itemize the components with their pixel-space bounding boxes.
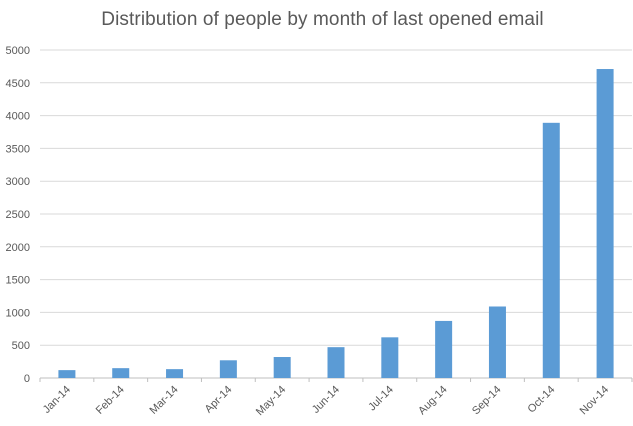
x-tick-label: Aug-14 xyxy=(416,384,450,418)
x-tick-label: Feb-14 xyxy=(94,384,127,417)
bar-jun-14 xyxy=(327,347,345,378)
y-tick-label: 2000 xyxy=(6,242,30,254)
bar-may-14 xyxy=(273,357,291,378)
bar-oct-14 xyxy=(542,122,560,378)
bar-sep-14 xyxy=(488,306,506,378)
x-tick-label: Jul-14 xyxy=(366,384,396,414)
y-tick-label: 500 xyxy=(12,340,30,352)
x-tick-label: Oct-14 xyxy=(526,384,558,416)
x-tick-label: Jun-14 xyxy=(310,384,342,416)
y-tick-label: 2500 xyxy=(6,209,30,221)
x-tick-label: Mar-14 xyxy=(148,384,181,417)
y-tick-label: 1500 xyxy=(6,275,30,287)
bar-apr-14 xyxy=(219,360,237,378)
y-tick-label: 5000 xyxy=(6,45,30,57)
bar-nov-14 xyxy=(596,69,614,379)
bar-jul-14 xyxy=(381,337,399,378)
y-tick-label: 1000 xyxy=(6,307,30,319)
axes xyxy=(39,377,633,382)
y-tick-label: 3000 xyxy=(6,176,30,188)
bar-jan-14 xyxy=(58,370,76,378)
bar-mar-14 xyxy=(166,369,184,378)
x-tick-label: Nov-14 xyxy=(578,384,612,418)
x-tick-label: Sep-14 xyxy=(470,384,504,418)
chart-title: Distribution of people by month of last … xyxy=(101,9,544,30)
y-tick-label: 3500 xyxy=(6,143,30,155)
x-tick-label: May-14 xyxy=(254,384,288,418)
x-tick-label: Jan-14 xyxy=(41,384,73,416)
gridlines xyxy=(40,49,632,346)
bar-aug-14 xyxy=(435,320,453,378)
y-tick-label: 4000 xyxy=(6,111,30,123)
x-tick-label: Apr-14 xyxy=(203,384,235,416)
bars xyxy=(58,69,614,379)
bar-feb-14 xyxy=(112,368,130,378)
y-tick-label: 4500 xyxy=(6,78,30,90)
tick-labels: 0 500 1000 1500 2000 2500 3000 3500 4000 4500 5000… xyxy=(6,45,612,418)
y-tick-label: 0 xyxy=(24,373,30,385)
